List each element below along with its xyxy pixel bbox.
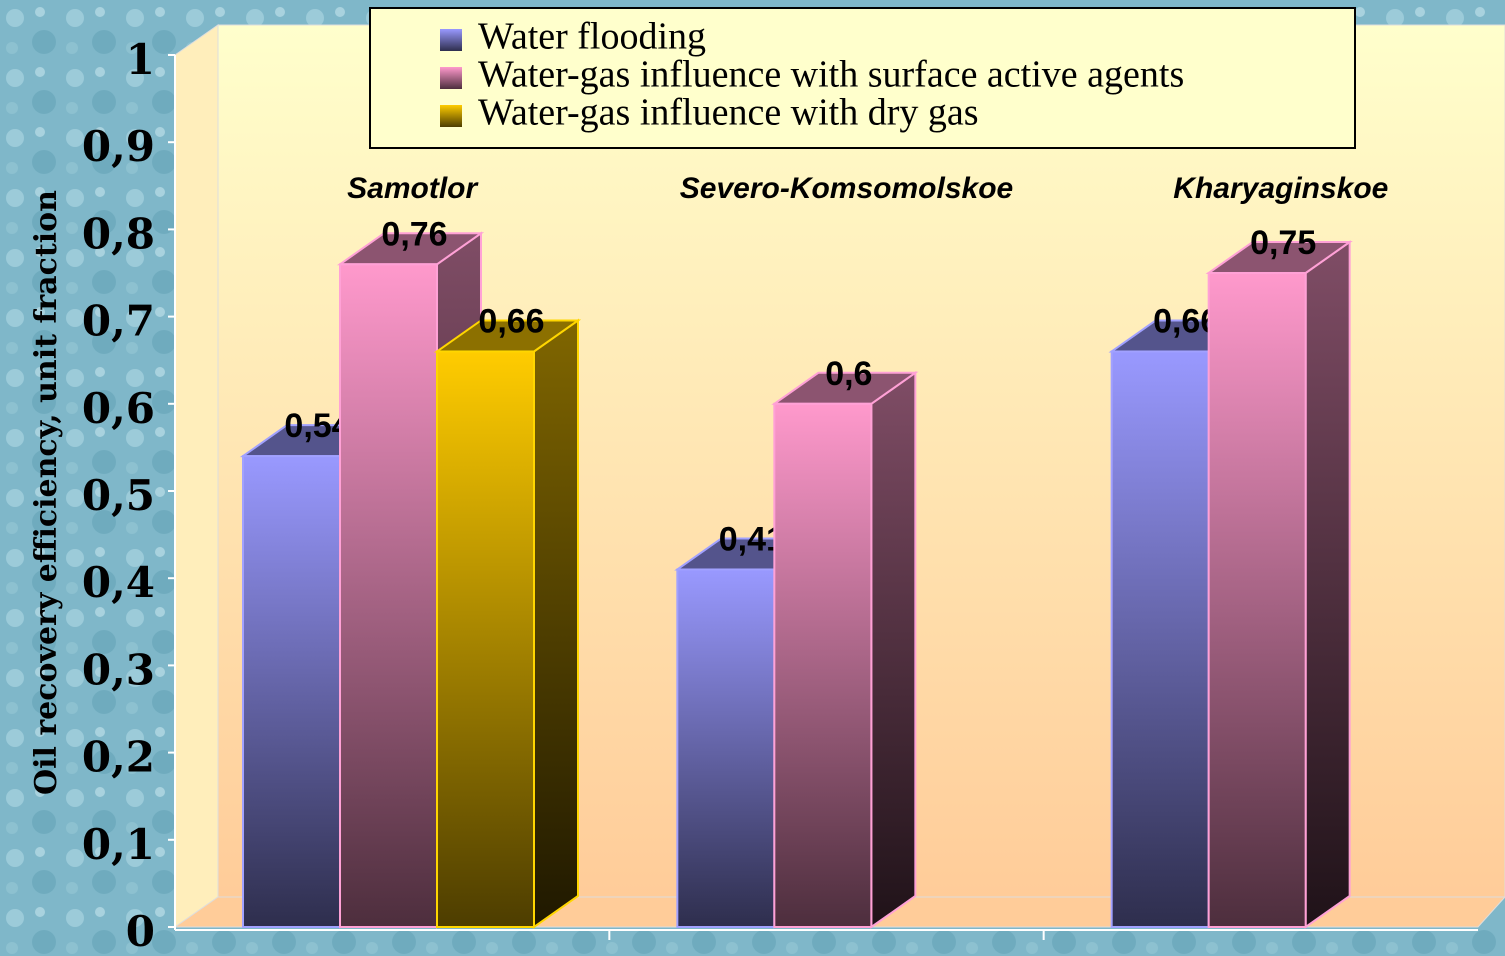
legend-swatch <box>440 29 462 51</box>
legend-label: Water flooding <box>478 16 706 58</box>
bar-front <box>1207 272 1307 928</box>
y-tick-label: 0,2 <box>82 733 155 782</box>
bar <box>433 318 582 929</box>
bar-side <box>1304 240 1351 929</box>
y-tick-label: 1 <box>126 35 155 84</box>
y-tick-label: 0,5 <box>82 471 155 520</box>
y-tick-label: 0,9 <box>82 122 155 171</box>
legend-label: Water-gas influence with surface active … <box>478 54 1184 96</box>
legend-swatch <box>440 105 462 127</box>
y-axis-title: Oil recovery efficiency, unit fraction <box>29 190 64 795</box>
y-tick-label: 0,8 <box>82 209 155 258</box>
y-tick-label: 0,6 <box>82 384 155 433</box>
bar <box>771 370 919 929</box>
legend <box>369 7 1356 149</box>
bar-front <box>676 568 776 928</box>
value-label: 0,66 <box>478 302 544 340</box>
bar-front <box>339 263 438 928</box>
bar-front <box>773 402 873 928</box>
category-label: Kharyaginskoe <box>1173 172 1388 205</box>
side-wall <box>174 24 219 928</box>
value-label: 0,76 <box>381 215 447 253</box>
y-tick-label: 0,7 <box>82 297 155 346</box>
y-tick-label: 0,4 <box>82 558 155 607</box>
y-tick-label: 0,1 <box>82 820 155 869</box>
category-label: Samotlor <box>347 172 479 205</box>
bar <box>1205 240 1353 929</box>
bar-front <box>242 455 341 928</box>
value-label: 0,6 <box>825 355 872 393</box>
y-tick-label: 0 <box>126 907 155 956</box>
bar-front <box>1110 350 1210 929</box>
legend-label: Water-gas influence with dry gas <box>478 92 979 134</box>
bar-side <box>533 318 579 929</box>
legend-swatch <box>440 67 462 89</box>
bar-front <box>436 350 535 929</box>
y-tick-label: 0,3 <box>82 645 155 694</box>
category-label: Severo-Komsomolskoe <box>680 172 1013 205</box>
value-label: 0,75 <box>1250 224 1316 262</box>
bar-side <box>870 370 917 929</box>
